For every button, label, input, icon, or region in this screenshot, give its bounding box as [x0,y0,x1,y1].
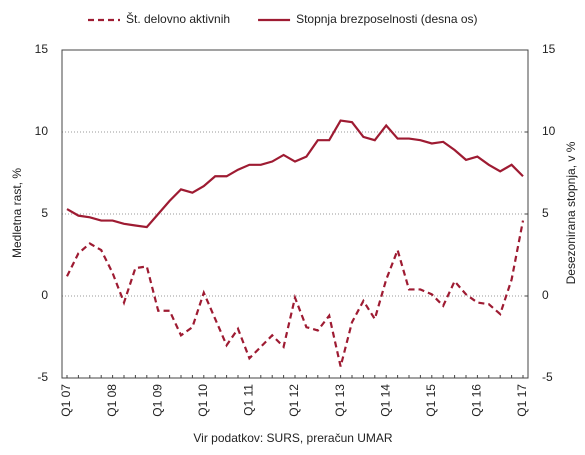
x-tick-label: Q1 12 [287,384,301,417]
y2-axis-label: Desezonirana stopnja, v % [564,141,578,284]
y-axis-label: Medletna rast, % [10,168,24,258]
x-tick-label: Q1 07 [59,384,73,417]
y-tick-label: 0 [41,288,48,302]
series-line [66,119,524,229]
series-line [66,220,525,367]
y-tick-label: 15 [35,42,49,56]
legend-label: Stopnja brezposelnosti (desna os) [296,12,477,26]
source-note: Vir podatkov: SURS, preračun UMAR [193,431,393,445]
x-tick-label: Q1 14 [378,384,392,417]
y-tick-label: 5 [41,206,48,220]
x-tick-label: Q1 10 [196,384,210,417]
y-tick-label: -5 [37,370,48,384]
x-tick-label: Q1 17 [515,384,529,417]
y2-tick-label: 15 [542,42,556,56]
x-tick-label: Q1 08 [105,384,119,417]
y2-tick-label: 0 [542,288,549,302]
y2-tick-label: 10 [542,124,556,138]
x-tick-label: Q1 11 [242,384,256,416]
x-tick-label: Q1 09 [150,384,164,417]
legend-label: Št. delovno aktivnih [126,11,230,26]
y-tick-label: 10 [35,124,49,138]
x-tick-label: Q1 16 [470,384,484,417]
x-tick-label: Q1 13 [333,384,347,417]
y2-tick-label: -5 [542,370,553,384]
y2-tick-label: 5 [542,206,549,220]
x-tick-label: Q1 15 [424,384,438,417]
